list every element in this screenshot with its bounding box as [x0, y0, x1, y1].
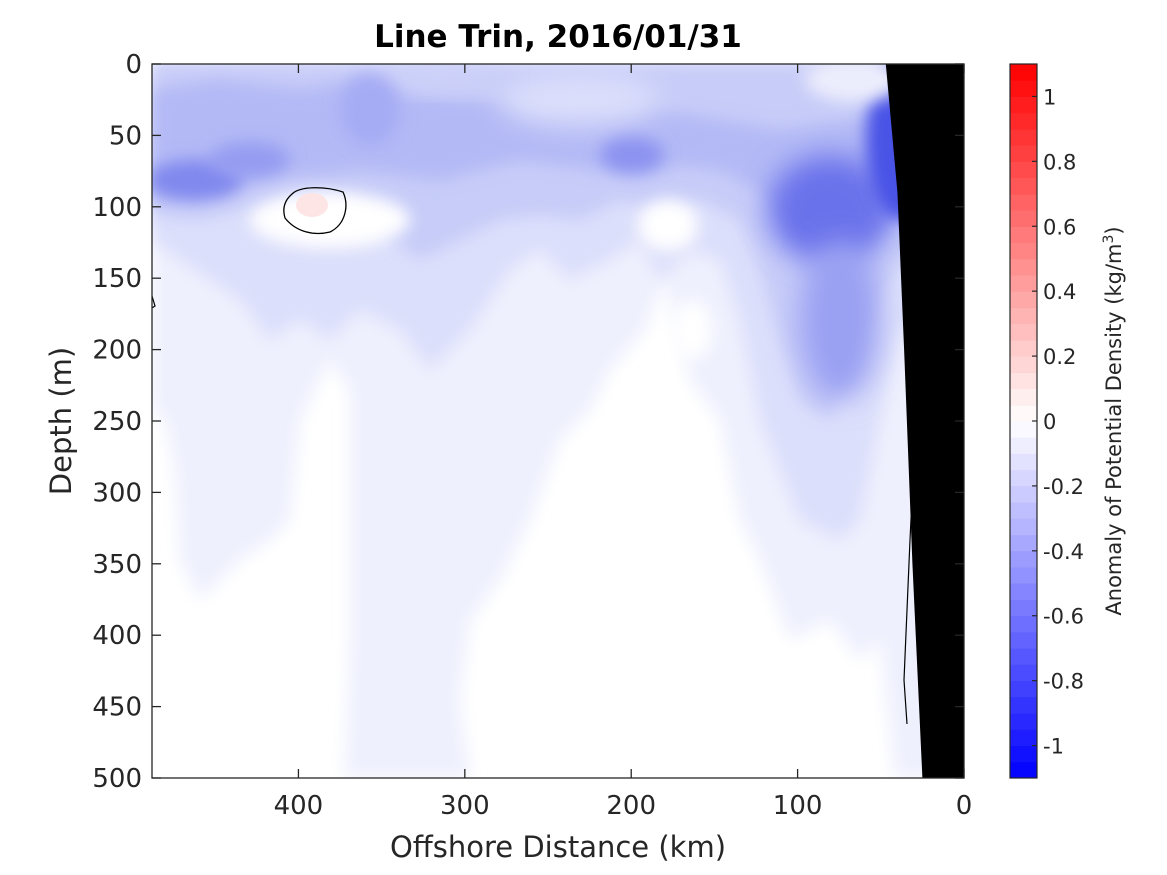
y-tick-label: 50: [109, 121, 142, 151]
y-tick-label: 450: [92, 693, 142, 723]
blob-core-100: [768, 155, 892, 265]
colorbar-level: [1010, 388, 1037, 406]
contour-positive: [283, 187, 347, 235]
y-tick-label: 500: [92, 764, 142, 794]
colorbar-tick-label: -1: [1043, 735, 1064, 759]
blob-surface-light-2: [380, 64, 500, 89]
x-axis-label: Offshore Distance (km): [390, 830, 726, 864]
colorbar-level: [1010, 615, 1037, 633]
colorbar-level: [1010, 664, 1037, 682]
colorbar-level: [1010, 648, 1037, 665]
blob-surface-light: [500, 74, 660, 126]
colorbar-tick-label: 0.8: [1043, 150, 1076, 174]
colorbar-level: [1010, 274, 1037, 292]
positive-anomaly: [296, 193, 328, 217]
colorbar-level: [1010, 502, 1037, 519]
y-tick-label: 400: [92, 621, 142, 651]
y-tick-label: 200: [92, 336, 142, 366]
colorbar-level: [1010, 550, 1037, 568]
y-tick-label: 300: [92, 478, 142, 508]
colorbar-level: [1010, 631, 1037, 649]
x-axis: 400 300 200 100 0: [274, 64, 973, 821]
colorbar-level: [1010, 680, 1037, 698]
white-patch-surface: [805, 64, 905, 102]
colorbar-level: [1010, 112, 1037, 130]
colorbar-level: [1010, 96, 1037, 114]
white-patch-100: [250, 192, 410, 248]
colorbar-level: [1010, 534, 1037, 552]
colorbar-tick-label: 0.4: [1043, 280, 1076, 304]
x-tick-label: 100: [773, 791, 823, 821]
y-axis-label: Depth (m): [44, 347, 78, 495]
colorbar-level: [1010, 745, 1037, 763]
colorbar-level: [1010, 696, 1037, 714]
plot-area: [152, 64, 964, 778]
colorbar-level: [1010, 145, 1037, 162]
y-tick-label: 250: [92, 407, 142, 437]
bathymetry-fill: [885, 64, 964, 778]
white-patch-250: [638, 199, 698, 251]
colorbar-level: [1010, 64, 1037, 81]
blob-core-100-tail: [800, 240, 880, 400]
colorbar-level: [1010, 713, 1037, 730]
colorbar-tick-label: 0.2: [1043, 345, 1076, 369]
colorbar-level: [1010, 258, 1037, 276]
colorbar-level: [1010, 583, 1037, 600]
colorbar-level: [1010, 307, 1037, 325]
colorbar-tick-label: 1: [1043, 85, 1056, 109]
colorbar-level: [1010, 177, 1037, 195]
y-axis: 0 50 100 150 200 250 300 350 400 450 500: [92, 50, 964, 794]
x-tick-label: 300: [440, 791, 490, 821]
colorbar-level: [1010, 193, 1037, 211]
colorbar-level: [1010, 518, 1037, 536]
y-tick-label: 150: [92, 264, 142, 294]
colorbar-level: [1010, 226, 1037, 243]
colorbar-level: [1010, 128, 1037, 146]
colorbar-level: [1010, 421, 1037, 438]
colorbar-tick-label: 0.6: [1043, 215, 1076, 239]
colorbar-level: [1010, 567, 1037, 584]
blob-350: [340, 74, 400, 146]
white-patch-200: [672, 300, 712, 360]
colorbar-level: [1010, 437, 1037, 454]
x-tick-label: 400: [274, 791, 324, 821]
x-tick-label: 200: [606, 791, 656, 821]
colorbar-label: Anomaly of Potential Density (kg/m3): [1101, 226, 1126, 615]
x-tick-label: 0: [956, 791, 973, 821]
colorbar-level: [1010, 761, 1037, 779]
colorbar-level: [1010, 210, 1037, 227]
colorbar-level: [1010, 242, 1037, 260]
colorbar-level: [1010, 80, 1037, 97]
colorbar-level: [1010, 599, 1037, 617]
colorbar-level: [1010, 356, 1037, 373]
colorbar: 1 0.8 0.6 0.4 0.2 0 -0.2 -0.4 -0.6 -0.8 -1: [1009, 63, 1084, 779]
y-tick-label: 0: [125, 50, 142, 80]
colorbar-level: [1010, 485, 1037, 503]
colorbar-tick-label: -0.8: [1043, 670, 1084, 694]
colorbar-level: [1010, 291, 1037, 308]
blob-200: [600, 137, 664, 173]
contour-west: [152, 295, 156, 309]
colorbar-level: [1010, 729, 1037, 747]
colorbar-level: [1010, 469, 1037, 487]
colorbar-level: [1010, 323, 1037, 341]
blob-west-2: [210, 142, 290, 178]
y-tick-label: 350: [92, 550, 142, 580]
colorbar-level: [1010, 372, 1037, 390]
colorbar-level: [1010, 161, 1037, 179]
colorbar-tick-label: -0.6: [1043, 605, 1084, 629]
colorbar-level: [1010, 339, 1037, 357]
colorbar-level: [1010, 453, 1037, 471]
chart-title: Line Trin, 2016/01/31: [374, 19, 742, 55]
colorbar-tick-label: 0: [1043, 410, 1056, 434]
colorbar-level: [1010, 404, 1037, 422]
y-tick-label: 100: [92, 193, 142, 223]
colorbar-tick-label: -0.2: [1043, 475, 1084, 499]
colorbar-tick-label: -0.4: [1043, 540, 1084, 564]
